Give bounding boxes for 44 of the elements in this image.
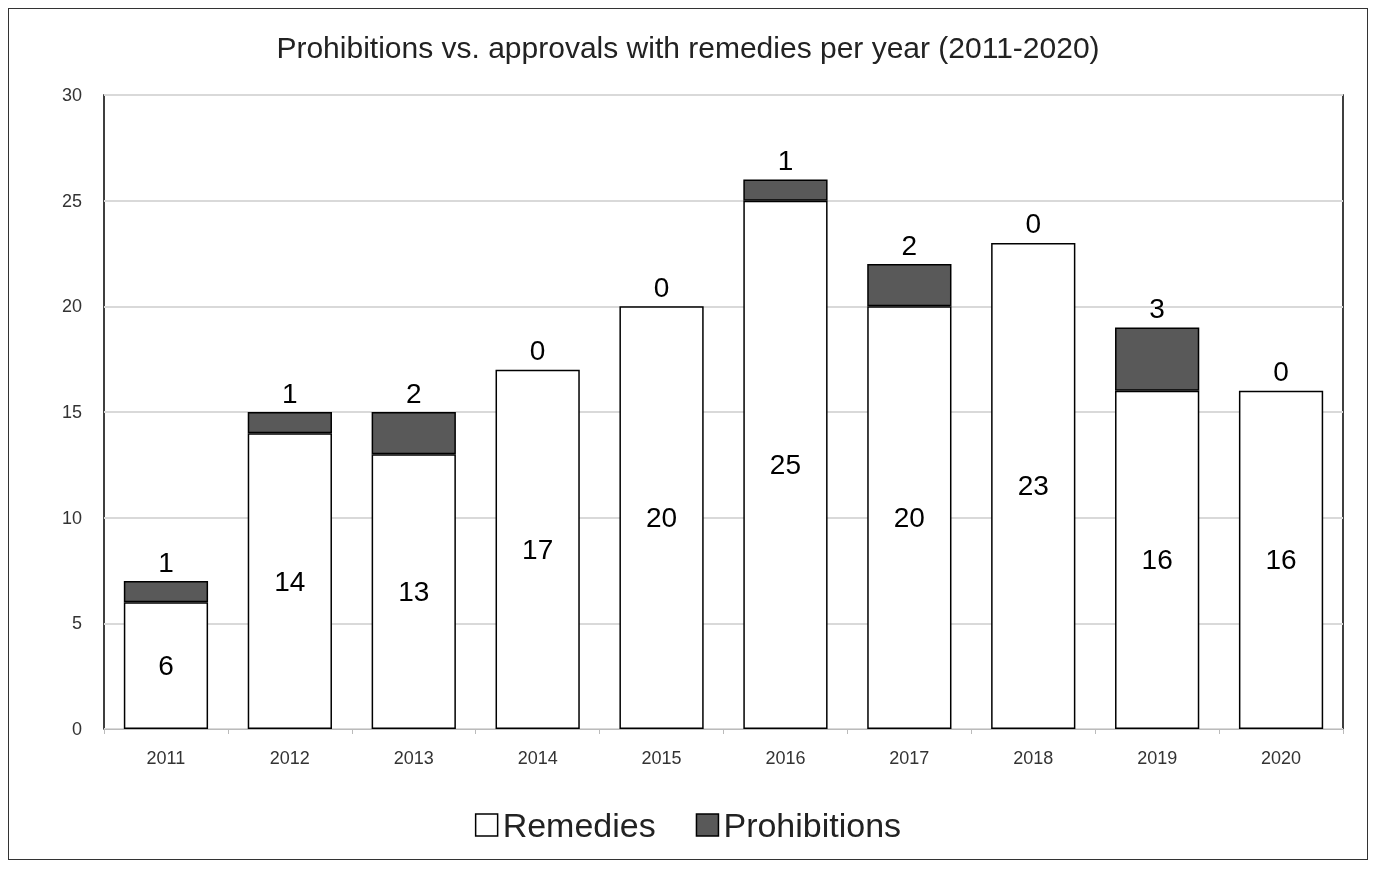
- data-label: 16: [1141, 544, 1173, 576]
- data-label: 17: [522, 533, 554, 565]
- legend-label: Remedies: [502, 806, 656, 844]
- x-tick-label: 2017: [889, 748, 930, 768]
- y-tick-label: 20: [61, 296, 82, 317]
- y-tick-label: 30: [61, 85, 82, 105]
- data-label: 1: [282, 377, 298, 409]
- data-label: 20: [645, 502, 678, 534]
- data-label: 0: [1025, 208, 1042, 240]
- data-label: 0: [653, 271, 670, 303]
- data-label: 14: [274, 565, 306, 597]
- x-tick-label: 2020: [1261, 748, 1302, 768]
- data-label: 6: [158, 650, 174, 682]
- x-tick-label: 2016: [765, 748, 806, 768]
- data-label: 20: [893, 502, 925, 534]
- data-label: 1: [158, 546, 174, 578]
- data-label: 1: [777, 145, 794, 177]
- data-label: 2: [901, 229, 918, 261]
- x-tick-label: 2014: [517, 748, 558, 768]
- bar: [991, 242, 1076, 729]
- x-tick-label: 2012: [269, 748, 310, 768]
- data-label: 16: [1265, 544, 1297, 576]
- data-label: 3: [1149, 292, 1165, 324]
- y-tick-label: 15: [61, 402, 82, 422]
- y-tick-label: 0: [71, 719, 82, 739]
- x-tick-label: 2019: [1137, 748, 1178, 768]
- data-label: 2: [405, 377, 422, 409]
- x-tick-label: 2011: [146, 748, 186, 768]
- data-label: 0: [529, 335, 546, 367]
- data-label: 23: [1017, 470, 1049, 502]
- bar: [1238, 390, 1324, 729]
- y-tick-label: 5: [71, 613, 82, 634]
- data-label: 13: [398, 576, 430, 608]
- x-tick-label: 2015: [641, 748, 682, 768]
- legend-label: Prohibitions: [723, 806, 902, 844]
- bar: [619, 306, 704, 729]
- y-tick-label: 25: [61, 190, 82, 211]
- bar: [495, 369, 580, 729]
- chart-title: Prohibitions vs. approvals with remedies per year (2011-2020): [276, 30, 1100, 64]
- data-label: 25: [769, 449, 802, 481]
- data-label: 0: [1273, 356, 1289, 388]
- y-tick-label: 10: [61, 507, 82, 528]
- x-tick-label: 2018: [1013, 748, 1054, 768]
- x-tick-label: 2013: [393, 748, 434, 768]
